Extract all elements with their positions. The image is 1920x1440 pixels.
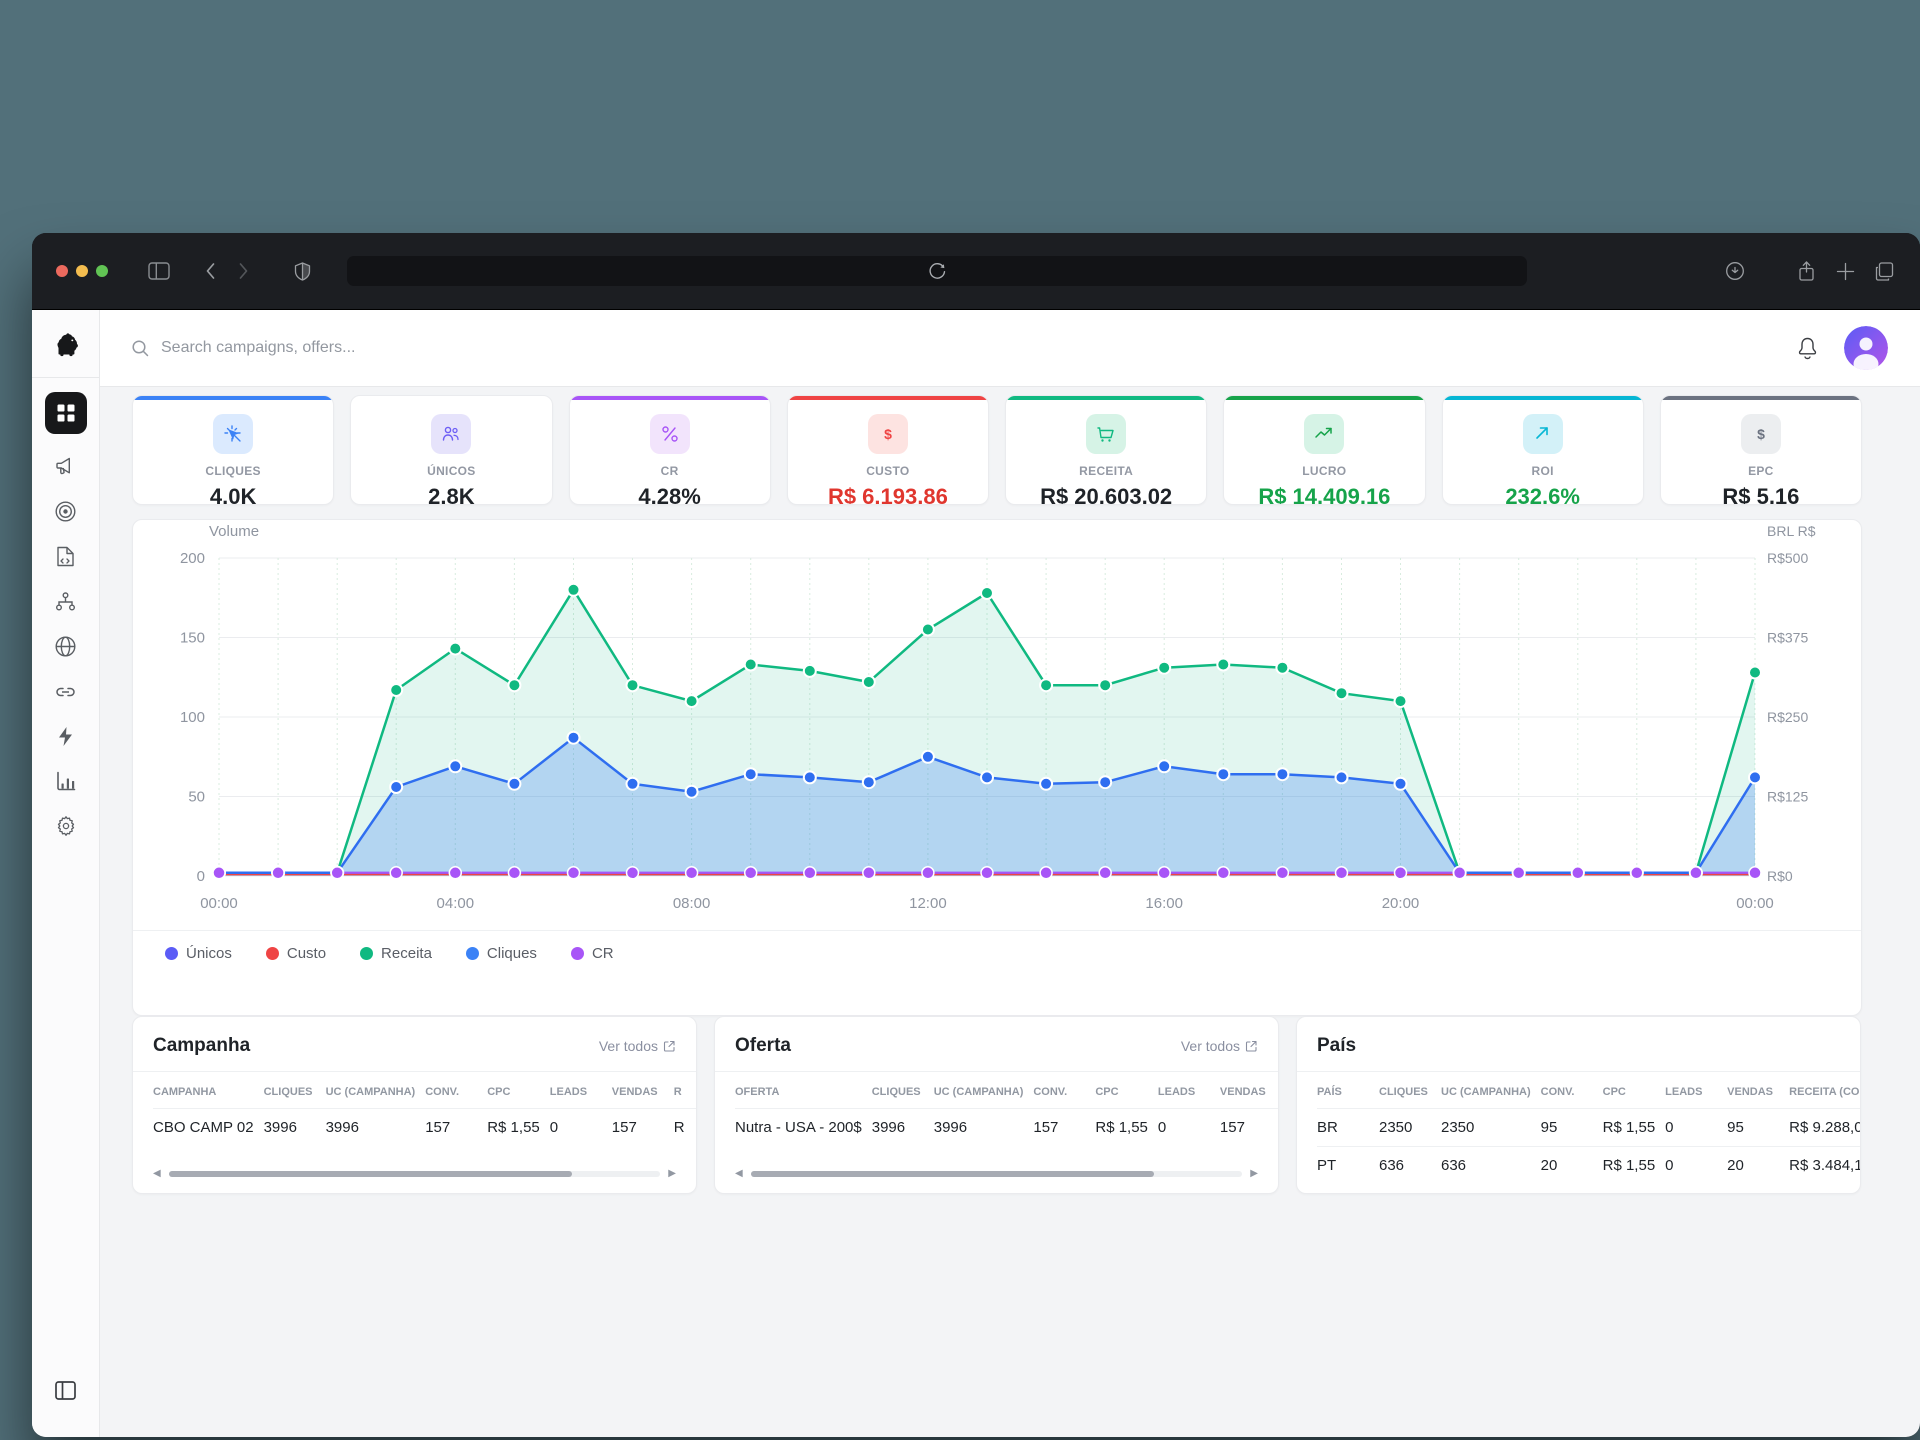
svg-text:$: $ (1757, 426, 1765, 442)
svg-text:150: 150 (180, 630, 205, 647)
svg-text:R$0: R$0 (1767, 868, 1793, 884)
svg-text:R$250: R$250 (1767, 709, 1808, 725)
svg-text:00:00: 00:00 (200, 895, 238, 912)
svg-text:BRL R$: BRL R$ (1767, 523, 1816, 539)
svg-text:50: 50 (188, 789, 205, 806)
svg-text:16:00: 16:00 (1145, 895, 1183, 912)
svg-text:100: 100 (180, 709, 205, 726)
svg-text:R$500: R$500 (1767, 550, 1808, 566)
svg-text:0: 0 (197, 868, 205, 885)
svg-text:$: $ (884, 426, 892, 442)
svg-text:Volume: Volume (209, 523, 259, 540)
svg-text:12:00: 12:00 (909, 895, 947, 912)
svg-text:00:00: 00:00 (1736, 895, 1774, 912)
svg-text:R$375: R$375 (1767, 630, 1808, 646)
svg-text:20:00: 20:00 (1382, 895, 1420, 912)
svg-text:200: 200 (180, 550, 205, 567)
svg-text:04:00: 04:00 (437, 895, 475, 912)
svg-text:R$125: R$125 (1767, 789, 1808, 805)
svg-text:08:00: 08:00 (673, 895, 711, 912)
